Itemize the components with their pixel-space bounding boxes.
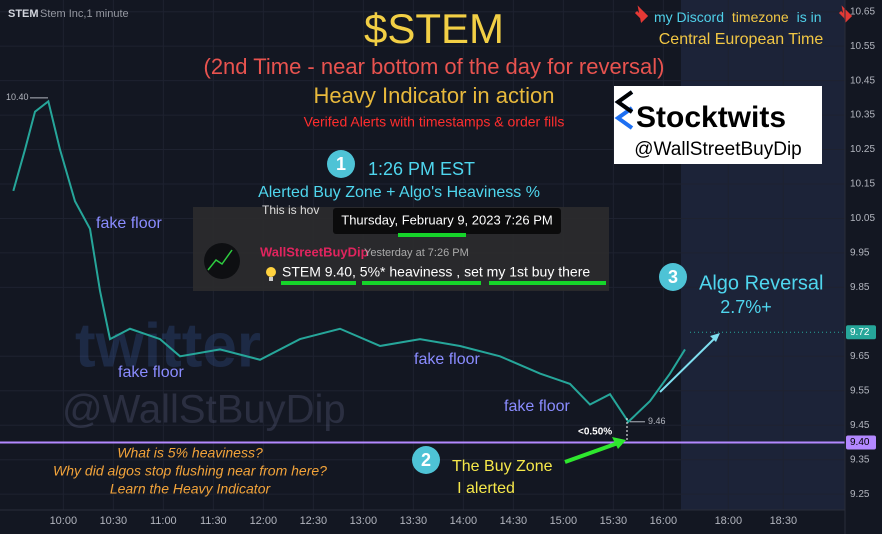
- stocktwits-bg: [614, 86, 822, 164]
- x-tick-label: 14:30: [500, 515, 528, 527]
- tooltip-bg: [333, 208, 561, 234]
- step-badge: [659, 263, 687, 291]
- tweet-user: WallStreetBuyDip: [260, 244, 369, 259]
- stocktwits-box: Stocktwits @WallStreetBuyDip: [614, 86, 822, 164]
- question: Learn the Heavy Indicator: [110, 481, 272, 497]
- price-badge: [846, 435, 876, 450]
- question: Why did algos stop flushing near from he…: [53, 463, 327, 479]
- discord-line: my Discord timezone is in: [654, 9, 822, 25]
- question: What is 5% heaviness?: [117, 445, 263, 461]
- discord-part: my Discord: [654, 9, 724, 25]
- underline: [362, 281, 481, 285]
- x-tick-label: 11:30: [200, 515, 227, 527]
- x-tick-label: 15:00: [550, 515, 578, 527]
- x-tick-label: 11:00: [150, 515, 177, 527]
- y-tick-label: 9.25: [850, 489, 870, 500]
- pin-icon: [634, 5, 649, 24]
- discord-part: timezone: [732, 9, 789, 25]
- tweet-card: This is hov Thursday, February 9, 2023 7…: [193, 203, 609, 291]
- y-tick-label: 10.25: [850, 144, 875, 155]
- y-tick-label: 9.65: [850, 351, 870, 362]
- y-tick-label: 9.45: [850, 420, 870, 431]
- handle: @WallStreetBuyDip: [634, 139, 801, 160]
- low-label: 9.46: [648, 416, 666, 426]
- watermark: @WallStBuyDip: [62, 388, 346, 432]
- extended-hours-shade: [681, 0, 845, 510]
- fake-floor: fake floor: [96, 215, 162, 232]
- y-tick-label: 10.05: [850, 213, 875, 224]
- plot: 10.40 9.46: [0, 92, 845, 444]
- arrow: [659, 336, 717, 393]
- underline: [398, 233, 466, 237]
- price-badge: [846, 325, 876, 340]
- avatar-icon: [207, 249, 233, 271]
- discord-note: my Discord timezone is in Central Europe…: [634, 5, 853, 48]
- y-tick-label: 9.55: [850, 385, 870, 396]
- discord-timezone: Central European Time: [659, 31, 824, 48]
- fake-floor: fake floor: [504, 398, 570, 415]
- y-tick-label: 9.35: [850, 454, 870, 465]
- stocktwits-text: Stocktwits: [636, 101, 786, 134]
- price-badge-label: 9.72: [850, 327, 870, 338]
- step-badge: [327, 150, 355, 178]
- x-tick-label: 15:30: [600, 515, 628, 527]
- step-time: 1:26 PM EST: [368, 159, 475, 179]
- stocktwits-logo: [614, 90, 634, 114]
- verified-text: Verifed Alerts with timestamps & order f…: [304, 114, 565, 130]
- underline: [489, 281, 606, 285]
- y-tick-label: 10.45: [850, 75, 875, 86]
- x-tick-label: 16:00: [650, 515, 678, 527]
- y-tick-label: 10.65: [850, 6, 875, 17]
- bulb-icon: [266, 267, 276, 277]
- tooltip-text: Thursday, February 9, 2023 7:26 PM: [341, 212, 552, 227]
- step-text: I alerted: [457, 480, 515, 497]
- x-tick-label: 12:30: [300, 515, 328, 527]
- price-line: [12, 99, 686, 424]
- price-badge-label: 9.40: [850, 437, 870, 448]
- tweet-text: STEM 9.40, 5%* heaviness , set my 1st bu…: [282, 264, 590, 280]
- y-tick-label: 9.85: [850, 282, 870, 293]
- title: $STEM: [364, 5, 504, 52]
- underline: [281, 281, 356, 285]
- step-text: 2.7%+: [720, 297, 772, 317]
- x-tick-label: 10:30: [100, 515, 128, 527]
- high-label: 10.40: [6, 92, 29, 102]
- x-tick-label: 13:30: [400, 515, 428, 527]
- step-number: 2: [421, 450, 431, 470]
- fake-floor: fake floor: [118, 364, 184, 381]
- tweet-behind: This is hov: [262, 203, 319, 217]
- y-tick-label: 10.55: [850, 41, 875, 52]
- y-tick-label: 10.15: [850, 179, 875, 190]
- step-text: Algo Reversal: [699, 272, 824, 294]
- arrow-head: [612, 437, 626, 449]
- avatar: [204, 243, 240, 279]
- discord-part: is in: [797, 9, 822, 25]
- step-number: 3: [668, 267, 678, 287]
- symbol: STEM: [8, 8, 39, 20]
- step-text: The Buy Zone: [452, 458, 553, 475]
- fake-floor: fake floor: [414, 351, 480, 368]
- step-number: 1: [336, 154, 346, 174]
- x-tick-label: 18:00: [715, 515, 743, 527]
- x-tick-label: 10:00: [50, 515, 78, 527]
- indicator-text: Heavy Indicator in action: [314, 83, 555, 108]
- x-tick-label: 18:30: [770, 515, 798, 527]
- y-tick-label: 10.35: [850, 110, 875, 121]
- step-badge: [412, 446, 440, 474]
- bulb-icon: [269, 277, 273, 281]
- symbol-name: Stem Inc,1 minute: [40, 8, 129, 20]
- x-tick-label: 13:00: [350, 515, 378, 527]
- arrow-head: [710, 333, 720, 342]
- x-tick-label: 14:00: [450, 515, 478, 527]
- step-text: Alerted Buy Zone + Algo's Heaviness %: [258, 184, 540, 201]
- y-tick-label: 9.95: [850, 248, 870, 259]
- arrow: [564, 441, 619, 464]
- tweet-time: Yesterday at 7:26 PM: [364, 247, 469, 259]
- subtitle: (2nd Time - near bottom of the day for r…: [204, 54, 665, 79]
- drop-pct: <0.50%: [578, 427, 612, 438]
- x-tick-label: 12:00: [250, 515, 278, 527]
